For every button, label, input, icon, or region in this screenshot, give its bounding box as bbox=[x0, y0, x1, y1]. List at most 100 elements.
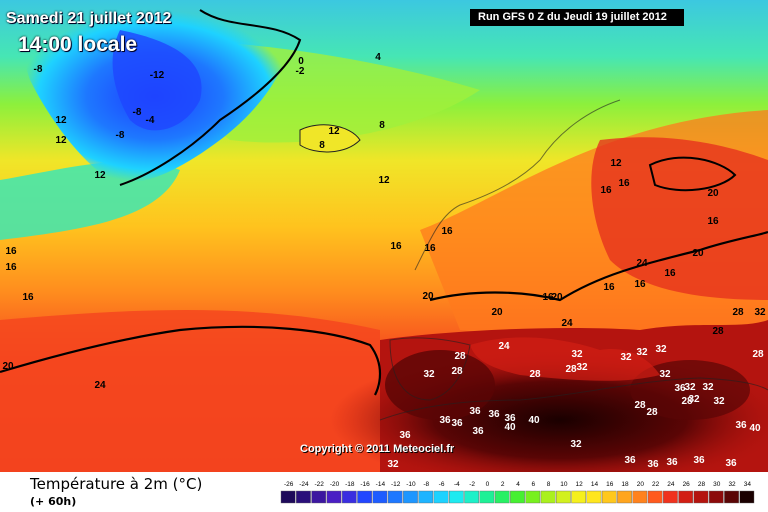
lead-time: (+ 60h) bbox=[30, 495, 77, 508]
isotherm-value-label: -8 bbox=[116, 130, 125, 141]
legend-tick-label: 34 bbox=[744, 481, 752, 488]
isotherm-value-label: 16 bbox=[542, 292, 554, 303]
map-footer: Température à 2m (°C) (+ 60h) -26 -24 -22-… bbox=[0, 472, 768, 512]
isotherm-value-label: 12 bbox=[378, 175, 390, 186]
isotherm-value-label: 16 bbox=[390, 241, 402, 252]
legend-swatch bbox=[586, 490, 602, 504]
isotherm-value-label: 0 bbox=[298, 56, 304, 67]
legend-swatch bbox=[372, 490, 388, 504]
isotherm-value-label: 40 bbox=[528, 415, 540, 426]
isotherm-value-label: 32 bbox=[713, 396, 725, 407]
isotherm-value-label: 36 bbox=[488, 409, 500, 420]
legend-swatch bbox=[571, 490, 587, 504]
isotherm-value-label: 28 bbox=[451, 366, 463, 377]
coastline-europe bbox=[414, 99, 621, 271]
legend-tick-label: -6 bbox=[439, 481, 445, 488]
legend-tick-label: 18 bbox=[621, 481, 629, 488]
isotherm-value-label: 36 bbox=[693, 455, 705, 466]
color-scale-legend: -26 -24 -22 -20 -18 -16 -14 -12 -10 -8 -6 -4 -2 0 2 4 6 8… bbox=[280, 481, 755, 504]
isotherm-value-label: 16 bbox=[441, 226, 453, 237]
legend-tick-label: 16 bbox=[606, 481, 614, 488]
legend-tick-label: 28 bbox=[698, 481, 706, 488]
isotherm-value-label: 16 bbox=[634, 279, 646, 290]
isotherm-0-greenland bbox=[119, 9, 302, 186]
legend-tick-label: 24 bbox=[667, 481, 675, 488]
legend-tick-label: -22 bbox=[315, 481, 325, 488]
legend-tick-label: -2 bbox=[469, 481, 475, 488]
isotherm-value-label: 36 bbox=[399, 430, 411, 441]
isotherm-value-label: 28 bbox=[681, 396, 693, 407]
legend-swatch bbox=[357, 490, 372, 504]
isotherm-20-europe bbox=[429, 230, 768, 302]
isotherm-value-label: 36 bbox=[735, 420, 747, 431]
legend-swatch bbox=[433, 490, 449, 504]
isotherm-value-label: 24 bbox=[636, 258, 648, 269]
isotherm-value-label: 16 bbox=[5, 262, 17, 273]
legend-tick-label: 6 bbox=[531, 481, 535, 488]
isotherm-value-label: 8 bbox=[319, 140, 325, 151]
legend-tick-label: 8 bbox=[547, 481, 551, 488]
legend-tick-label: -24 bbox=[299, 481, 309, 488]
legend-swatch bbox=[494, 490, 510, 504]
legend-swatch bbox=[632, 490, 648, 504]
isotherm-20 bbox=[0, 325, 382, 396]
legend-tick-label: -4 bbox=[454, 481, 460, 488]
isotherm-value-label: 36 bbox=[674, 383, 686, 394]
russia-contour bbox=[648, 156, 737, 192]
isotherm-value-label: 12 bbox=[328, 126, 340, 137]
legend-tick-label: 0 bbox=[486, 481, 490, 488]
isotherm-value-label: 12 bbox=[94, 170, 106, 181]
isotherm-value-label: 32 bbox=[754, 307, 766, 318]
isotherm-value-label: 32 bbox=[655, 344, 667, 355]
legend-swatch bbox=[556, 490, 571, 504]
isotherm-value-label: 36 bbox=[624, 455, 636, 466]
isotherm-value-label: 20 bbox=[692, 248, 704, 259]
forecast-date: Samedi 21 juillet 2012 bbox=[6, 10, 172, 27]
iceland-outline bbox=[299, 124, 361, 153]
legend-tick-label: -16 bbox=[360, 481, 370, 488]
isotherm-value-label: 32 bbox=[570, 439, 582, 450]
legend-tick-label: 30 bbox=[713, 481, 721, 488]
isotherm-value-label: 24 bbox=[498, 341, 510, 352]
legend-swatch bbox=[601, 490, 617, 504]
legend-swatch bbox=[540, 490, 556, 504]
isotherm-value-label: 32 bbox=[423, 369, 435, 380]
isotherm-value-label: 16 bbox=[600, 185, 612, 196]
legend-tick-label: 12 bbox=[576, 481, 584, 488]
isotherm-value-label: 20 bbox=[422, 291, 434, 302]
isotherm-value-label: 16 bbox=[618, 178, 630, 189]
legend-tick-label: -8 bbox=[423, 481, 429, 488]
isotherm-value-label: 36 bbox=[504, 413, 516, 424]
isotherm-value-label: 28 bbox=[565, 364, 577, 375]
legend-swatch bbox=[678, 490, 694, 504]
legend-tick-label: -14 bbox=[376, 481, 386, 488]
legend-swatch bbox=[739, 490, 755, 504]
isotherm-value-label: 16 bbox=[603, 282, 615, 293]
legend-swatch bbox=[341, 490, 357, 504]
isotherm-value-label: 24 bbox=[94, 380, 106, 391]
isotherm-value-label: 16 bbox=[424, 243, 436, 254]
isotherm-value-label: 32 bbox=[659, 369, 671, 380]
legend-tick-label: -26 bbox=[284, 481, 294, 488]
isotherm-value-label: 36 bbox=[451, 418, 463, 429]
legend-swatch bbox=[311, 490, 327, 504]
isotherm-value-label: 36 bbox=[469, 406, 481, 417]
isotherm-value-label: 32 bbox=[636, 347, 648, 358]
greenland-core bbox=[112, 30, 202, 131]
isotherm-value-label: 8 bbox=[379, 120, 385, 131]
isotherm-value-label: 28 bbox=[634, 400, 646, 411]
legend-swatch bbox=[693, 490, 709, 504]
legend-swatch bbox=[387, 490, 403, 504]
isotherm-value-label: 16 bbox=[664, 268, 676, 279]
isotherm-value-label: 20 bbox=[551, 292, 563, 303]
isotherm-value-label: 40 bbox=[749, 423, 761, 434]
isotherm-value-label: 32 bbox=[702, 382, 714, 393]
legend-swatch bbox=[663, 490, 678, 504]
legend-tick-label: 26 bbox=[683, 481, 691, 488]
isotherm-value-label: 28 bbox=[454, 351, 466, 362]
legend-swatch bbox=[510, 490, 525, 504]
coastline-iberia bbox=[389, 337, 471, 401]
coastline-africa bbox=[379, 377, 768, 421]
legend-tick-label: 20 bbox=[637, 481, 645, 488]
